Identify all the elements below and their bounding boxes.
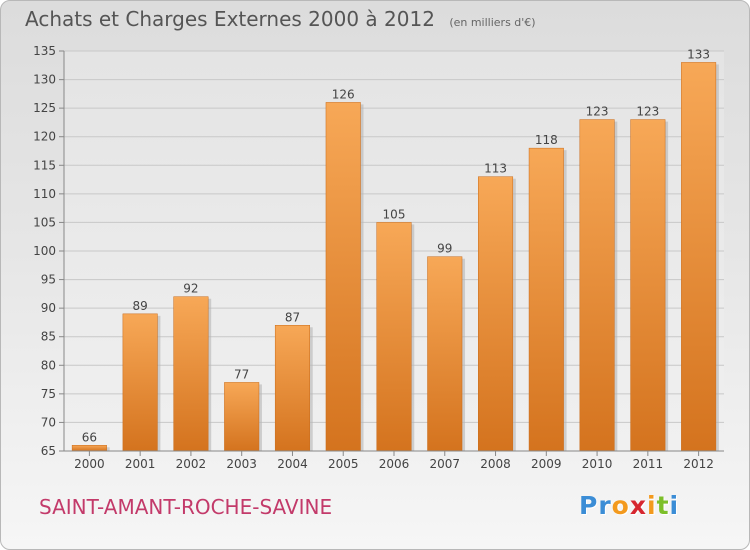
bar-value-label: 113 (484, 162, 507, 176)
y-tick-label: 90 (41, 301, 56, 315)
logo-letter: o (611, 491, 630, 520)
bar-value-label: 89 (133, 299, 148, 313)
chart-title-text: Achats et Charges Externes 2000 à 2012 (25, 7, 435, 31)
bar-value-label: 77 (234, 367, 249, 381)
bar-2012 (681, 62, 717, 452)
x-tick-label: 2011 (633, 457, 664, 471)
bar-value-label: 126 (332, 87, 355, 101)
proxiti-logo: Proxiti (579, 491, 679, 520)
bar-2007 (427, 256, 463, 452)
commune-name: SAINT-AMANT-ROCHE-SAVINE (39, 495, 333, 519)
bar-2002 (173, 296, 209, 452)
y-tick-label: 105 (33, 215, 56, 229)
y-tick-label: 110 (33, 187, 56, 201)
bar-value-label: 87 (285, 310, 300, 324)
chart-unit-label: (en milliers d'€) (449, 16, 536, 29)
bar-2009 (528, 147, 564, 452)
bar-2000 (71, 445, 107, 452)
y-tick-label: 65 (41, 444, 56, 458)
logo-letter: t (656, 491, 670, 520)
x-tick-label: 2000 (74, 457, 105, 471)
y-tick-label: 130 (33, 73, 56, 87)
y-tick-label: 125 (33, 101, 56, 115)
bar-2006 (376, 222, 412, 452)
x-tick-label: 2006 (379, 457, 410, 471)
logo-letter: r (598, 491, 612, 520)
x-tick-label: 2002 (176, 457, 207, 471)
bar-2003 (224, 382, 260, 452)
y-tick-label: 75 (41, 387, 56, 401)
bar-value-label: 123 (636, 105, 659, 119)
x-tick-label: 2003 (226, 457, 257, 471)
logo-letter: P (579, 491, 599, 520)
y-tick-label: 100 (33, 244, 56, 258)
y-tick-label: 120 (33, 130, 56, 144)
x-tick-label: 2004 (277, 457, 308, 471)
bar-value-label: 99 (437, 242, 452, 256)
y-tick-label: 80 (41, 358, 56, 372)
bar-2011 (630, 119, 666, 452)
bar-value-label: 133 (687, 47, 710, 61)
bar-2008 (478, 176, 514, 452)
bar-2004 (274, 325, 310, 452)
x-tick-label: 2010 (582, 457, 613, 471)
bar-value-label: 118 (535, 133, 558, 147)
bar-2005 (325, 102, 361, 452)
x-tick-label: 2001 (125, 457, 156, 471)
logo-letter: i (647, 491, 657, 520)
y-tick-label: 85 (41, 330, 56, 344)
y-tick-label: 115 (33, 158, 56, 172)
logo-letter: i (669, 491, 680, 520)
bar-value-label: 66 (82, 430, 97, 444)
y-tick-label: 95 (41, 273, 56, 287)
x-tick-label: 2012 (683, 457, 714, 471)
y-tick-label: 70 (41, 415, 56, 429)
bar-value-label: 92 (183, 282, 198, 296)
bar-value-label: 105 (383, 207, 406, 221)
bar-2001 (122, 313, 158, 452)
x-tick-label: 2005 (328, 457, 359, 471)
y-tick-label: 135 (33, 44, 56, 58)
x-tick-label: 2007 (429, 457, 460, 471)
x-tick-label: 2009 (531, 457, 562, 471)
logo-letter: x (629, 491, 647, 520)
bar-2010 (579, 119, 615, 452)
bar-value-label: 123 (586, 105, 609, 119)
x-tick-label: 2008 (480, 457, 511, 471)
chart-title: Achats et Charges Externes 2000 à 2012 (… (25, 7, 536, 31)
